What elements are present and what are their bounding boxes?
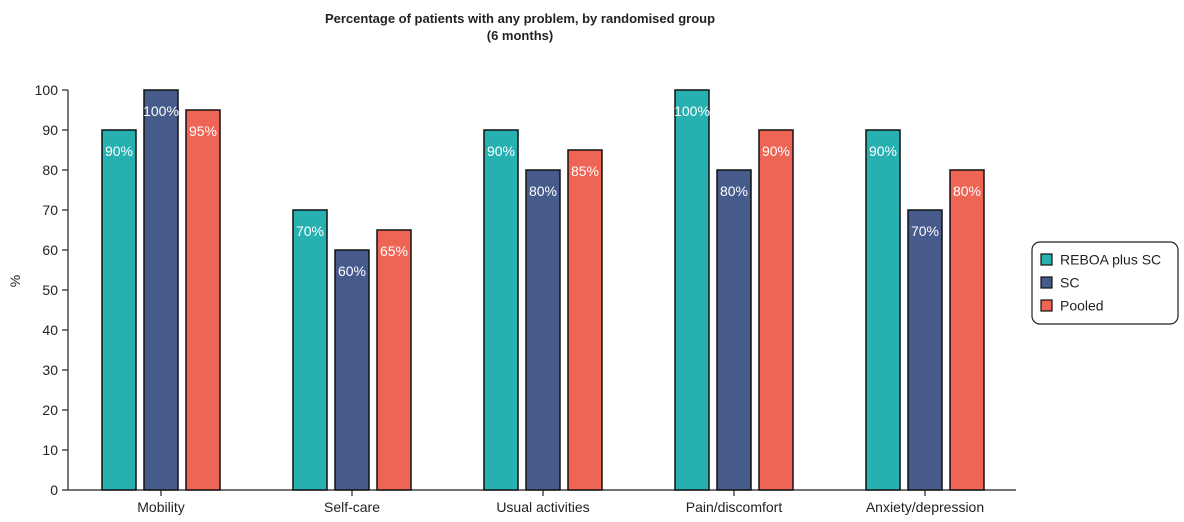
x-tick-label: Anxiety/depression <box>866 499 984 515</box>
data-label: 90% <box>762 143 790 159</box>
bar <box>949 169 985 491</box>
y-tick-label: 100 <box>35 82 59 98</box>
chart-subtitle: (6 months) <box>487 28 553 43</box>
y-tick-label: 20 <box>42 402 58 418</box>
bar <box>865 129 901 491</box>
data-label: 80% <box>720 183 748 199</box>
y-tick-label: 90 <box>42 122 58 138</box>
y-tick-label: 40 <box>42 322 58 338</box>
x-tick-label: Mobility <box>137 499 184 515</box>
bar <box>143 89 179 491</box>
plot-area: 0 10 20 30 40 50 60 70 80 90 100 Mobility 90% 100% 95%… <box>35 82 1016 515</box>
x-tick-label: Pain/discomfort <box>686 499 783 515</box>
bar <box>101 129 137 491</box>
legend-swatch <box>1040 253 1053 266</box>
data-label: 100% <box>674 103 710 119</box>
legend-label: REBOA plus SC <box>1060 252 1161 268</box>
bar <box>758 129 794 491</box>
data-label: 95% <box>189 123 217 139</box>
x-tick-label: Self-care <box>324 499 380 515</box>
data-label: 90% <box>105 143 133 159</box>
bar <box>376 229 412 491</box>
bar <box>483 129 519 491</box>
data-label: 70% <box>911 223 939 239</box>
y-axis-label: % <box>7 275 23 287</box>
bar <box>907 209 943 491</box>
legend-box <box>1031 241 1179 325</box>
y-tick-label: 0 <box>50 482 58 498</box>
data-label: 65% <box>380 243 408 259</box>
data-label: 90% <box>487 143 515 159</box>
data-label: 85% <box>571 163 599 179</box>
data-label: 100% <box>143 103 179 119</box>
bar <box>674 89 710 491</box>
y-tick-label: 30 <box>42 362 58 378</box>
data-label: 80% <box>953 183 981 199</box>
data-label: 80% <box>529 183 557 199</box>
bar <box>185 109 221 491</box>
bar <box>292 209 328 491</box>
data-label: 60% <box>338 263 366 279</box>
x-tick-label: Usual activities <box>496 499 589 515</box>
legend-swatch <box>1040 276 1053 289</box>
bar <box>716 169 752 491</box>
data-label: 90% <box>869 143 897 159</box>
bar <box>334 249 370 491</box>
y-tick-label: 80 <box>42 162 58 178</box>
y-tick-label: 70 <box>42 202 58 218</box>
legend-label: SC <box>1060 275 1079 291</box>
legend-label: Pooled <box>1060 298 1104 314</box>
bar <box>525 169 561 491</box>
data-label: 70% <box>296 223 324 239</box>
legend: REBOA plus SC SC Pooled <box>1031 241 1179 325</box>
y-tick-label: 10 <box>42 442 58 458</box>
y-tick-label: 50 <box>42 282 58 298</box>
bar <box>567 149 603 491</box>
legend-swatch <box>1040 299 1053 312</box>
chart-title: Percentage of patients with any problem,… <box>325 11 715 26</box>
y-tick-label: 60 <box>42 242 58 258</box>
